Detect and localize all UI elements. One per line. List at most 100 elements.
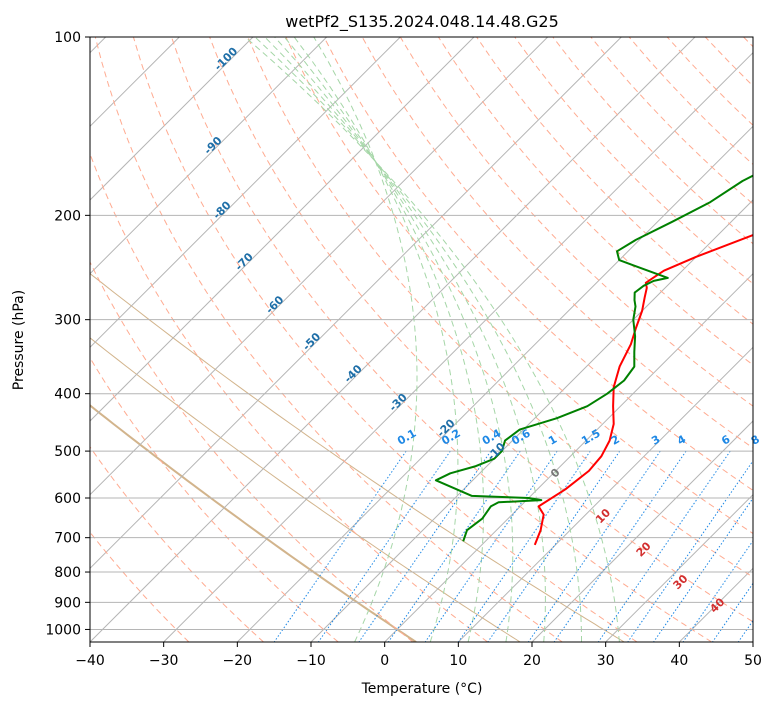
isotherm-line (90, 37, 622, 570)
isotherm-label: -90 (201, 134, 224, 157)
dry-adiabat-line (437, 37, 753, 366)
dry-adiabat-line (704, 37, 753, 87)
dry-adiabat-label: 20 (634, 539, 654, 559)
mixing-ratio-line (273, 450, 407, 642)
mixing-ratio-line (457, 450, 591, 642)
moist-adiabat-line (284, 37, 485, 642)
dry-adiabat-line (247, 37, 753, 578)
dry-adiabat-line (666, 37, 753, 126)
dry-adiabat-line (323, 37, 753, 491)
moist-adiabat-line (254, 37, 582, 642)
mixing-ratio-line (317, 450, 451, 642)
isotherm-line (236, 125, 753, 642)
mixing-ratio-line (358, 450, 492, 642)
mixing-ratio-label: 4 (675, 432, 688, 447)
dry-adiabat-line (171, 37, 712, 642)
dry-adiabat-line (90, 356, 339, 642)
isotherm-line (531, 420, 753, 642)
x-tick-label: 20 (523, 653, 541, 669)
mixing-ratio-label: 0.6 (509, 427, 533, 448)
chart-title: wetPf2_S135.2024.048.14.48.G25 (285, 12, 559, 32)
dry-adiabat-line (743, 37, 753, 48)
reference-curve (90, 337, 521, 642)
mixing-ratio-label: 1 (546, 433, 559, 448)
dry-adiabat-line (209, 37, 753, 623)
dry-adiabat-line (552, 37, 753, 245)
mixing-ratio-line (737, 619, 753, 642)
isotherm-line (605, 493, 753, 642)
y-tick-label: 200 (54, 208, 81, 224)
mixing-ratio-label: 2 (609, 433, 622, 448)
y-tick-label: 700 (54, 531, 81, 547)
axis-ticks-layer: −40 −30 −20 −10 0 10 20 30 40 5010020030040050060… (45, 30, 762, 669)
moist-adiabat-line (264, 37, 546, 642)
dry-adiabat-line (285, 37, 753, 535)
x-tick-label: −40 (75, 653, 105, 669)
isotherm-line (90, 37, 696, 642)
dry-adiabat-line (90, 260, 414, 642)
mixing-ratio-line (553, 450, 687, 642)
isotherm-label: -40 (342, 362, 365, 385)
isotherm-label: -100 (212, 44, 241, 73)
dry-adiabat-label: 0 (548, 466, 563, 481)
dry-adiabat-line (90, 446, 264, 642)
dry-adiabat-line (514, 37, 753, 285)
x-tick-label: 30 (597, 653, 615, 669)
dry-adiabat-line (476, 37, 753, 325)
mixing-ratio-line (527, 450, 661, 642)
x-tick-label: 0 (380, 653, 389, 669)
x-tick-label: 50 (744, 653, 762, 669)
isotherm-label: -80 (210, 198, 233, 221)
y-tick-label: 800 (54, 565, 81, 581)
moist-adiabat-line (293, 37, 459, 642)
mixing-ratio-label: 0.1 (395, 427, 418, 448)
overlay-labels-layer: 0.10.20.40.611.52346810131620253036-100-… (201, 44, 775, 615)
y-tick-label: 300 (54, 313, 81, 329)
mixing-ratio-line (387, 450, 521, 642)
mixing-ratio-label: 8 (749, 433, 762, 448)
y-tick-label: 900 (54, 595, 81, 611)
moist-adiabat-line (274, 37, 514, 642)
isotherm-label: -60 (263, 293, 286, 316)
mixing-ratio-line (768, 451, 775, 642)
mixing-ratio-line (627, 459, 753, 642)
isotherm-line (90, 37, 328, 275)
x-tick-label: −20 (223, 653, 253, 669)
x-tick-label: 10 (449, 653, 467, 669)
y-tick-label: 400 (54, 387, 81, 403)
isotherm-label: -70 (233, 250, 256, 273)
isotherm-label: -30 (387, 391, 410, 414)
dry-adiabat-label: 40 (707, 595, 727, 615)
x-axis-label: Temperature (°C) (361, 681, 483, 697)
dry-adiabat-line (90, 531, 190, 642)
mixing-ratio-line (487, 450, 621, 642)
isotherm-line (752, 641, 753, 642)
mixing-ratio-line (653, 497, 753, 642)
x-tick-label: 40 (670, 653, 688, 669)
temperature-line (533, 234, 753, 546)
moist-adiabat-line (244, 37, 620, 642)
isotherm-line (90, 37, 254, 201)
isotherm-line (90, 37, 401, 349)
isotherm-line (163, 51, 753, 642)
y-axis-label: Pressure (hPa) (11, 290, 27, 390)
mixing-ratio-line (712, 582, 753, 642)
y-tick-label: 500 (54, 444, 81, 460)
dry-adiabat-line (132, 37, 638, 642)
dry-adiabat-line (94, 37, 563, 642)
mixing-ratio-label: 6 (719, 432, 732, 447)
isotherm-label: -50 (300, 330, 323, 353)
dry-adiabat-line (90, 152, 488, 642)
isotherm-line (90, 37, 475, 422)
plot-frame (89, 36, 754, 643)
y-tick-label: 600 (54, 491, 81, 507)
mixing-ratio-line (424, 450, 558, 642)
isotherm-line (457, 346, 753, 642)
y-tick-label: 1000 (45, 622, 81, 638)
grid-layer (90, 37, 775, 642)
dry-adiabat-line (590, 37, 753, 205)
isotherm-line (90, 37, 549, 496)
isotherm-line (384, 272, 753, 642)
mixing-ratio-line (682, 539, 753, 642)
y-tick-label: 100 (54, 30, 81, 46)
